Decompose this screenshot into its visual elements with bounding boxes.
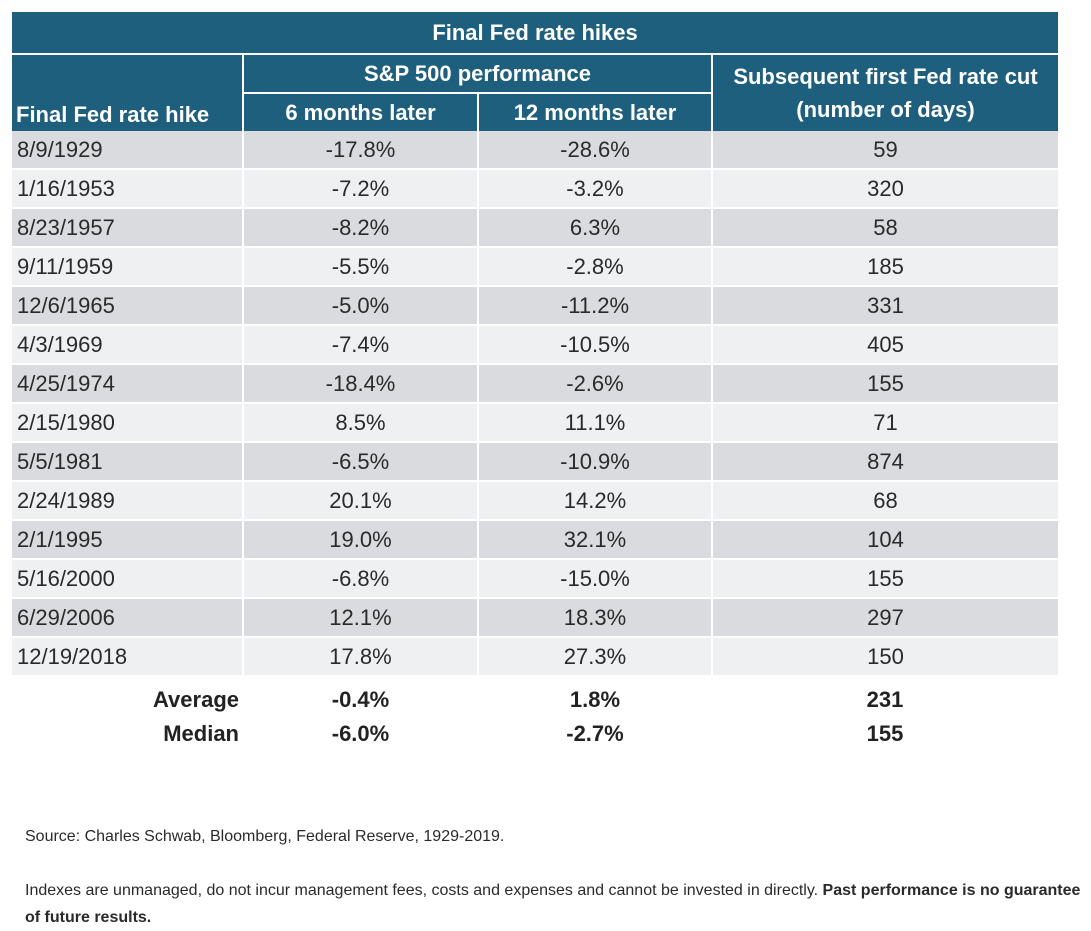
cell-date: 9/11/1959 [12,247,244,287]
cell-12-months: 14.2% [478,481,713,521]
cell-12-months: 18.3% [478,598,713,638]
disclaimer: Indexes are unmanaged, do not incur mana… [25,877,1085,931]
table-row: 12/19/2018 17.8% 27.3% 150 [12,637,1059,677]
cell-days-to-cut: 155 [712,559,1059,599]
summary-12-months: -2.7% [566,721,624,746]
table-row: 1/16/1953 -7.2% -3.2% 320 [12,169,1059,209]
source-note: Source: Charles Schwab, Bloomberg, Feder… [25,828,505,845]
cell-12-months: 6.3% [478,208,713,248]
header-sp500-performance: S&P 500 performance [243,54,713,94]
cell-days-to-cut: 104 [712,520,1059,560]
table-row: 8/9/1929 -17.8% -28.6% 59 [12,131,1059,170]
table-row: 2/24/1989 20.1% 14.2% 68 [12,481,1059,521]
cell-date: 1/16/1953 [12,169,244,209]
cell-12-months: -28.6% [478,131,713,170]
cell-12-months: -10.5% [478,325,713,365]
cell-6-months: -7.2% [243,169,479,209]
table-row: 5/5/1981 -6.5% -10.9% 874 [12,442,1059,482]
cell-days-to-cut: 58 [712,208,1059,248]
cell-12-months: -3.2% [478,169,713,209]
cell-6-months: 8.5% [243,403,479,443]
cell-date: 12/19/2018 [12,637,244,677]
table-row: 2/1/1995 19.0% 32.1% 104 [12,520,1059,560]
disclaimer-bold: Past performance is no guarantee of futu… [25,882,1081,926]
average-row: Average -0.4% 1.8% 231 [12,676,1058,717]
cell-12-months: -2.8% [478,247,713,287]
table-title: Final Fed rate hikes [12,12,1059,55]
summary-days-to-cut: 231 [866,687,904,712]
cell-12-months: -2.6% [478,364,713,404]
cell-days-to-cut: 297 [712,598,1059,638]
cell-12-months: -15.0% [478,559,713,599]
cell-days-to-cut: 155 [712,364,1059,404]
cell-date: 2/24/1989 [12,481,244,521]
median-row: Median -6.0% -2.7% 155 [12,717,1058,751]
cell-6-months: -7.4% [243,325,479,365]
cell-6-months: -6.8% [243,559,479,599]
header-first-cut-days: Subsequent first Fed rate cut (number of… [712,54,1059,131]
cell-6-months: 19.0% [243,520,479,560]
table-row: 5/16/2000 -6.8% -15.0% 155 [12,559,1059,599]
summary-days-to-cut: 155 [866,721,904,746]
summary-label: Average [152,687,239,712]
cell-6-months: 20.1% [243,481,479,521]
cell-12-months: 11.1% [478,403,713,443]
table-row: 4/25/1974 -18.4% -2.6% 155 [12,364,1059,404]
cell-date: 2/1/1995 [12,520,244,560]
header-6-months: 6 months later [243,93,479,131]
cell-days-to-cut: 320 [712,169,1059,209]
cell-days-to-cut: 68 [712,481,1059,521]
cell-6-months: 17.8% [243,637,479,677]
cell-days-to-cut: 185 [712,247,1059,287]
summary-6-months: -6.0% [331,721,390,746]
header-final-hike: Final Fed rate hike [12,54,244,131]
summary-label: Median [163,721,239,746]
cell-date: 4/25/1974 [12,364,244,404]
cell-6-months: -5.5% [243,247,479,287]
cell-6-months: -18.4% [243,364,479,404]
cell-days-to-cut: 150 [712,637,1059,677]
cell-12-months: -10.9% [478,442,713,482]
cell-date: 6/29/2006 [12,598,244,638]
table-row: 6/29/2006 12.1% 18.3% 297 [12,598,1059,638]
cell-date: 2/15/1980 [12,403,244,443]
fed-rate-hikes-table: Final Fed rate hikes Final Fed rate hike… [12,12,1059,751]
summary-12-months: 1.8% [569,687,621,712]
cell-date: 5/16/2000 [12,559,244,599]
cell-days-to-cut: 71 [712,403,1059,443]
header-12-months: 12 months later [478,93,713,131]
disclaimer-text: Indexes are unmanaged, do not incur mana… [25,882,819,899]
summary-6-months: -0.4% [331,687,390,712]
cell-date: 12/6/1965 [12,286,244,326]
cell-days-to-cut: 59 [712,131,1059,170]
cell-days-to-cut: 405 [712,325,1059,365]
table-row: 8/23/1957 -8.2% 6.3% 58 [12,208,1059,248]
cell-date: 8/23/1957 [12,208,244,248]
table-body: 8/9/1929 -17.8% -28.6% 59 1/16/1953 -7.2% -3.2… [12,131,1059,751]
table-row: 9/11/1959 -5.5% -2.8% 185 [12,247,1059,287]
cell-6-months: 12.1% [243,598,479,638]
cell-days-to-cut: 874 [712,442,1059,482]
table-row: 4/3/1969 -7.4% -10.5% 405 [12,325,1059,365]
cell-6-months: -8.2% [243,208,479,248]
table-row: 2/15/1980 8.5% 11.1% 71 [12,403,1059,443]
table-row: 12/6/1965 -5.0% -11.2% 331 [12,286,1059,326]
cell-6-months: -17.8% [243,131,479,170]
cell-date: 4/3/1969 [12,325,244,365]
cell-12-months: -11.2% [478,286,713,326]
cell-6-months: -5.0% [243,286,479,326]
cell-6-months: -6.5% [243,442,479,482]
cell-date: 5/5/1981 [12,442,244,482]
cell-12-months: 32.1% [478,520,713,560]
cell-date: 8/9/1929 [12,131,244,170]
cell-12-months: 27.3% [478,637,713,677]
cell-days-to-cut: 331 [712,286,1059,326]
